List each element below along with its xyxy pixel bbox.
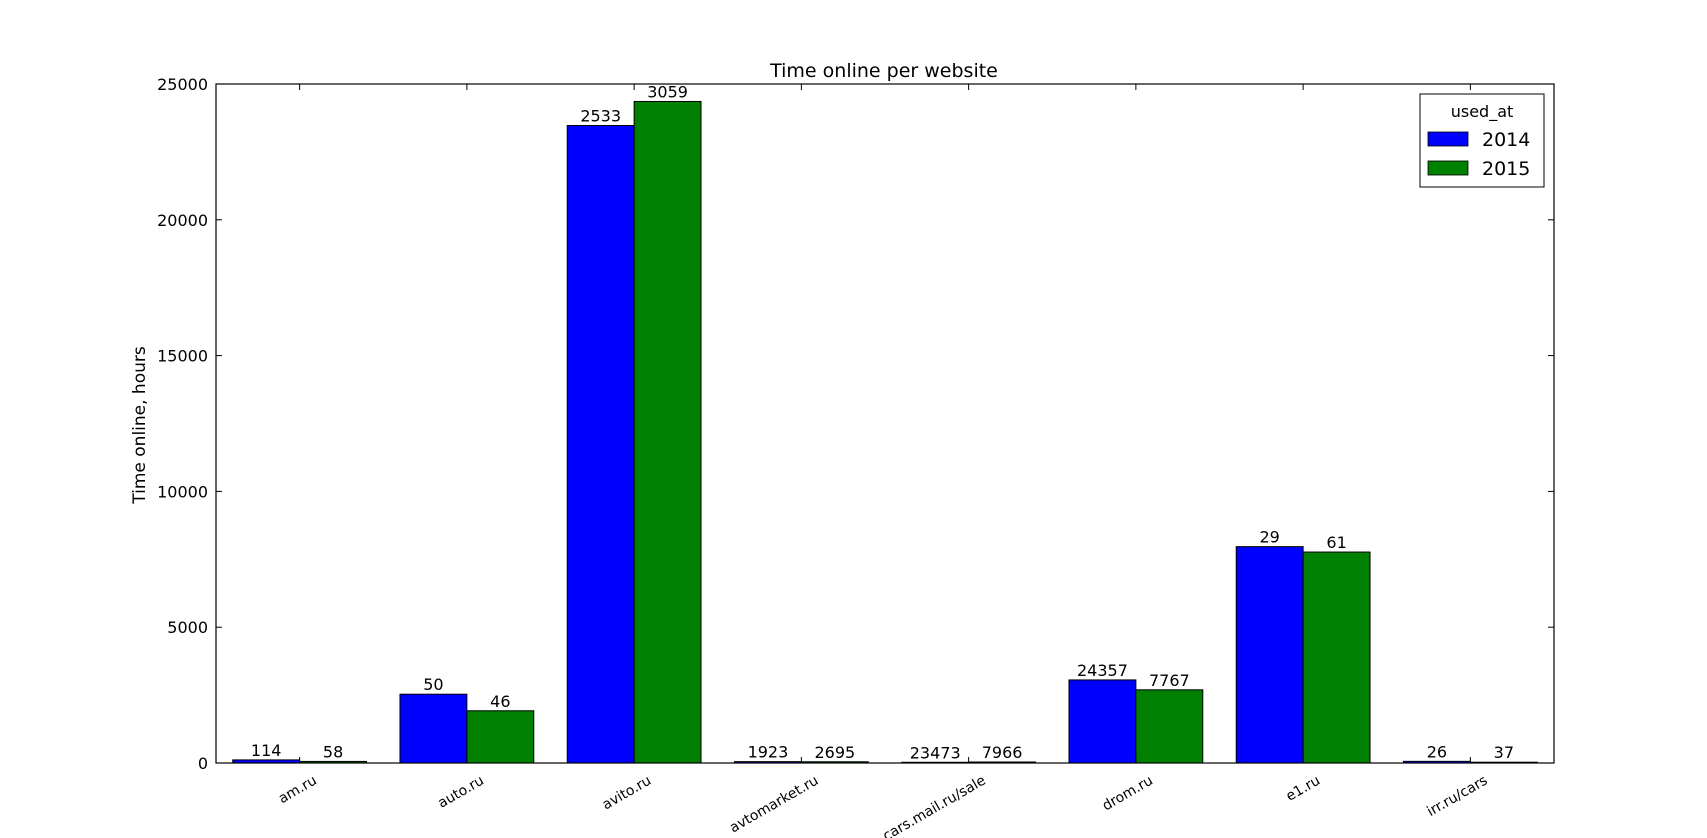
bar-label-2014-drom-ru: 24357 <box>1077 661 1128 680</box>
legend-title: used_at <box>1451 102 1514 122</box>
bar-2014-e1-ru <box>1235 546 1304 764</box>
legend-label-2015: 2015 <box>1482 158 1530 180</box>
legend-swatch-2015 <box>1427 160 1469 176</box>
bar-label-2015-avito-ru: 3059 <box>647 82 688 101</box>
bar-label-2015-auto-ru: 46 <box>490 692 510 711</box>
bar-2015-drom-ru <box>1135 689 1204 764</box>
y-tick-label: 10000 <box>157 482 208 501</box>
bar-label-2014-irr-ru-cars: 26 <box>1427 742 1447 761</box>
bar-label-2014-auto-ru: 50 <box>423 675 443 694</box>
bar-label-2015-avtomarket-ru: 2695 <box>814 743 855 762</box>
y-tick-label: 25000 <box>157 75 208 94</box>
bar-2014-avito-ru <box>566 124 635 764</box>
y-tick-label: 20000 <box>157 211 208 230</box>
bar-label-2014-avtomarket-ru: 1923 <box>748 743 789 762</box>
chart-title: Time online per website <box>769 60 998 82</box>
y-tick-label: 15000 <box>157 347 208 366</box>
bar-2015-avito-ru <box>633 100 702 764</box>
bar-label-2014-e1-ru: 29 <box>1259 528 1279 547</box>
bar-label-2015-cars-mail-ru-sale: 7966 <box>982 743 1023 762</box>
plot-frame <box>215 83 1555 764</box>
bars-group <box>232 100 1538 764</box>
bar-label-2015-am-ru: 58 <box>323 742 343 761</box>
y-tick-label: 5000 <box>167 618 208 637</box>
bar-2014-auto-ru <box>399 693 468 764</box>
bar-2014-drom-ru <box>1068 679 1137 764</box>
bar-label-2014-cars-mail-ru-sale: 23473 <box>910 743 961 762</box>
bar-label-2015-irr-ru-cars: 37 <box>1494 743 1514 762</box>
bar-label-2015-drom-ru: 7767 <box>1149 671 1190 690</box>
bar-2015-e1-ru <box>1302 551 1371 764</box>
legend-label-2014: 2014 <box>1482 129 1530 151</box>
bar-label-2015-e1-ru: 61 <box>1326 533 1346 552</box>
bar-label-2014-am-ru: 114 <box>251 741 282 760</box>
legend-swatch-2014 <box>1427 131 1469 147</box>
y-tick-label: 0 <box>198 754 208 773</box>
y-axis-label: Time online, hours <box>130 346 150 505</box>
bar-2015-auto-ru <box>466 710 535 764</box>
bar-label-2014-avito-ru: 2533 <box>580 106 621 125</box>
legend: used_at 2014 2015 <box>1419 93 1545 188</box>
bar-labels-group: 114 50 2533 1923 23473 24357 29 26 58 46 3059 2695 7… <box>251 82 1514 762</box>
